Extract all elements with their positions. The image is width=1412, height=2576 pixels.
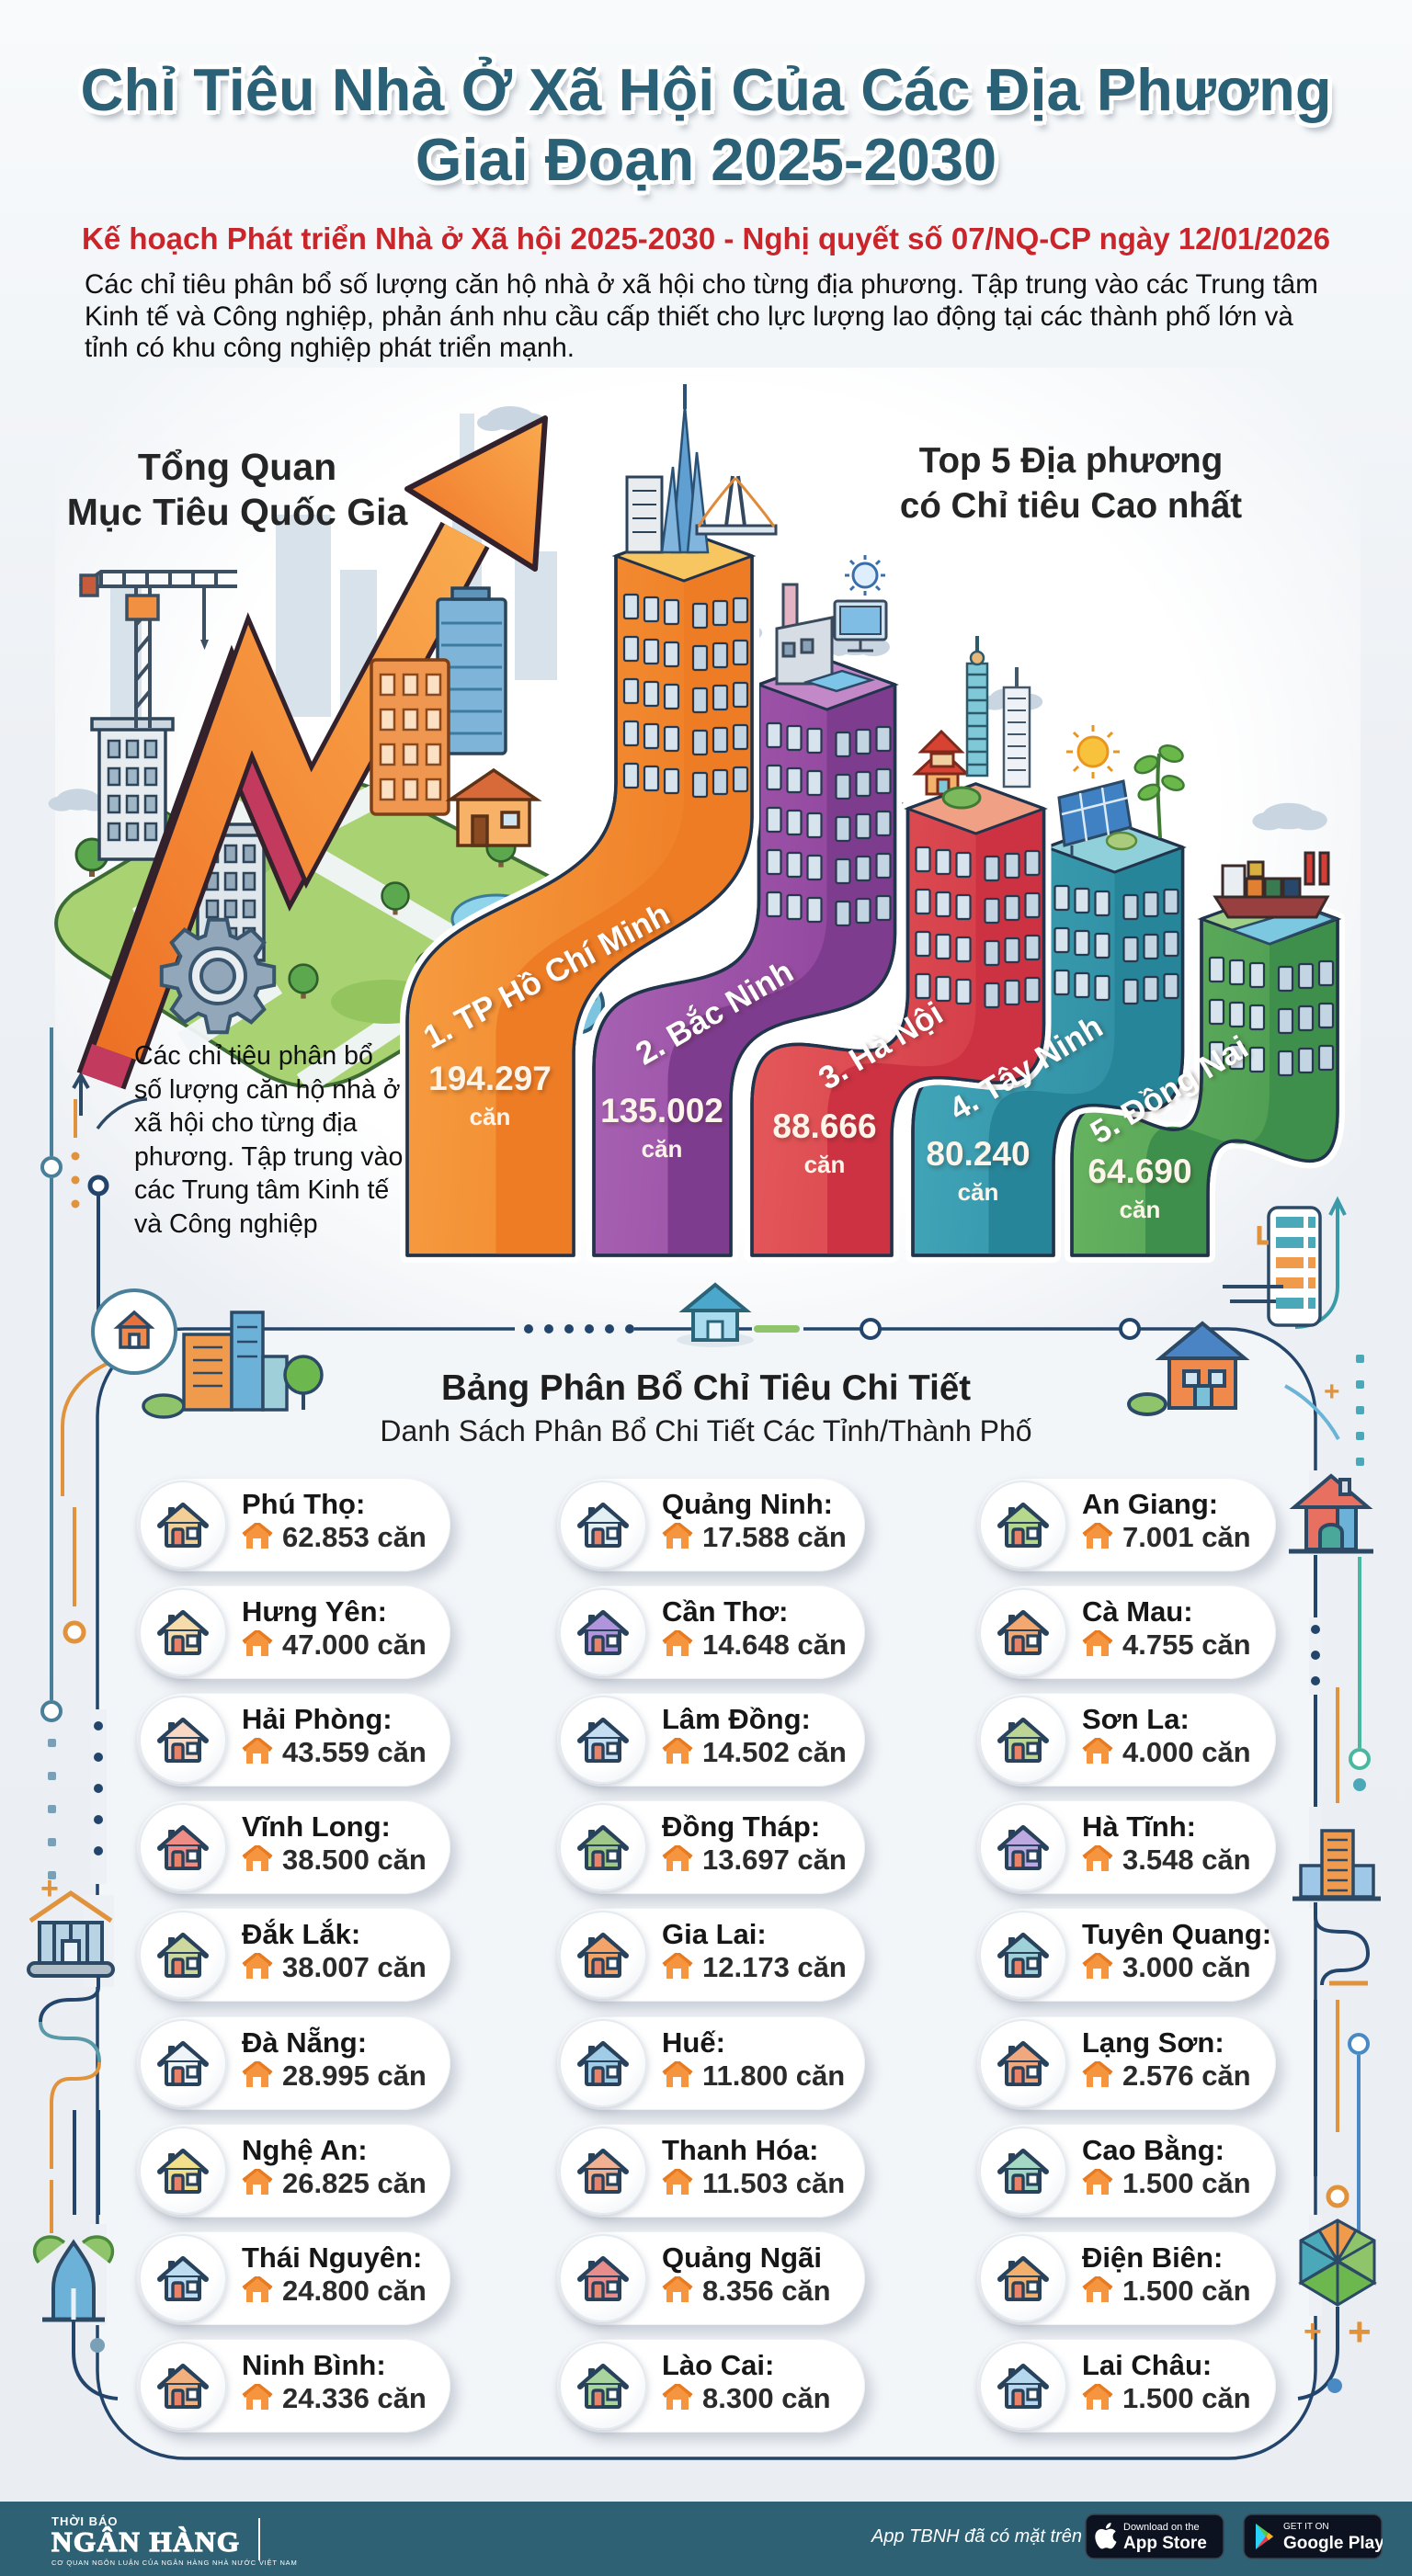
svg-text:Google Play: Google Play (1283, 2534, 1383, 2553)
svg-text:căn: căn (1120, 1196, 1161, 1223)
svg-text:194.297: 194.297 (428, 1060, 552, 1097)
svg-text:căn: căn (470, 1103, 511, 1130)
svg-text:+: + (1348, 2309, 1372, 2355)
svg-text:căn: căn (804, 1151, 846, 1178)
svg-text:88.666: 88.666 (772, 1107, 876, 1145)
svg-text:135.002: 135.002 (600, 1092, 723, 1129)
svg-text:căn: căn (642, 1135, 683, 1163)
svg-text:căn: căn (958, 1178, 999, 1206)
svg-text:App Store: App Store (1123, 2534, 1207, 2553)
svg-text:GET IT ON: GET IT ON (1283, 2522, 1329, 2532)
svg-text:+: + (1324, 1377, 1340, 1407)
svg-text:+: + (40, 1871, 59, 1906)
svg-text:+: + (1304, 2314, 1322, 2349)
svg-text:Download on the: Download on the (1123, 2522, 1200, 2533)
svg-text:80.240: 80.240 (926, 1135, 1030, 1173)
svg-text:64.690: 64.690 (1087, 1152, 1191, 1190)
